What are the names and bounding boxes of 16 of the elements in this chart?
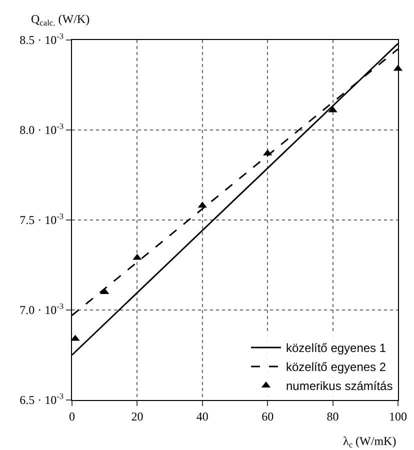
y-tick-label: 8.0 · 10$^{-3}$: [20, 122, 64, 138]
x-tick-label: 80: [326, 409, 339, 424]
y-tick-label: 7.5 · 10$^{-3}$: [20, 212, 64, 228]
legend-label: numerikus számítás: [286, 379, 393, 394]
y-tick-label: 8.5 · 10$^{-3}$: [20, 32, 64, 48]
x-tick-label: 60: [262, 409, 274, 424]
x-tick-label: 20: [131, 409, 144, 424]
x-tick-label: 40: [196, 409, 208, 424]
y-axis-title: Q$_{calc.}$ (W/K): [31, 12, 90, 28]
y-tick-label: 7.0 · 10$^{-3}$: [20, 302, 64, 318]
y-tick-label: 6.5 · 10$^{-3}$: [20, 392, 64, 408]
legend-label: közelítő egyenes 2: [286, 360, 386, 374]
x-tick-label: 0: [69, 409, 75, 424]
legend-label: közelítő egyenes 1: [286, 341, 386, 356]
x-tick-label: 100: [389, 409, 407, 424]
x-axis-title: λ$_{c}$ (W/mK): [343, 434, 396, 450]
